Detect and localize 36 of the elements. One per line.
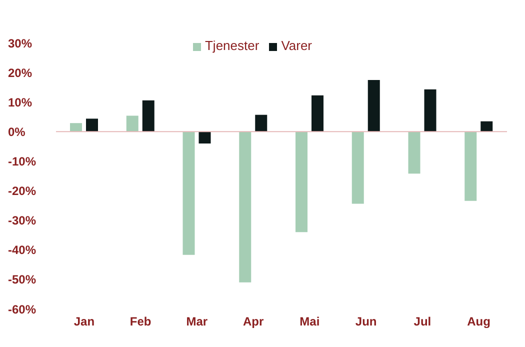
- bar: [182, 132, 195, 255]
- y-tick-label: -20%: [8, 184, 36, 198]
- bar: [239, 132, 252, 282]
- bar: [312, 95, 324, 132]
- y-tick-label: -40%: [8, 243, 36, 258]
- bar: [142, 100, 154, 132]
- y-tick-label: -50%: [8, 272, 36, 287]
- bar: [464, 132, 477, 201]
- bar: [86, 118, 98, 132]
- x-tick-label: Apr: [242, 314, 264, 329]
- legend-label: Varer: [281, 38, 312, 53]
- y-tick-label: 30%: [8, 36, 32, 50]
- bar: [352, 132, 364, 204]
- x-tick-label: Jul: [414, 314, 432, 329]
- bar: [70, 123, 82, 132]
- x-tick-label: Feb: [130, 314, 152, 329]
- bar: [255, 114, 268, 132]
- bar: [368, 80, 380, 132]
- x-tick-label: Jun: [355, 314, 377, 329]
- y-tick-label: -60%: [8, 302, 36, 316]
- bar: [126, 116, 138, 132]
- bar: [296, 132, 308, 232]
- x-tick-label: Mar: [186, 314, 208, 329]
- x-tick-label: Mai: [300, 314, 320, 329]
- x-tick-label: Jan: [74, 314, 95, 329]
- bar: [480, 121, 493, 132]
- y-tick-label: 10%: [8, 95, 32, 110]
- y-tick-label: 0%: [8, 124, 26, 139]
- bar: [408, 132, 420, 174]
- y-tick-label: -30%: [8, 214, 36, 228]
- x-tick-label: Aug: [467, 314, 490, 329]
- y-tick-label: 20%: [8, 66, 32, 80]
- legend-label: Tjenester: [204, 38, 260, 53]
- bar: [424, 89, 436, 132]
- bar: [198, 132, 211, 144]
- y-tick-label: -10%: [8, 154, 36, 168]
